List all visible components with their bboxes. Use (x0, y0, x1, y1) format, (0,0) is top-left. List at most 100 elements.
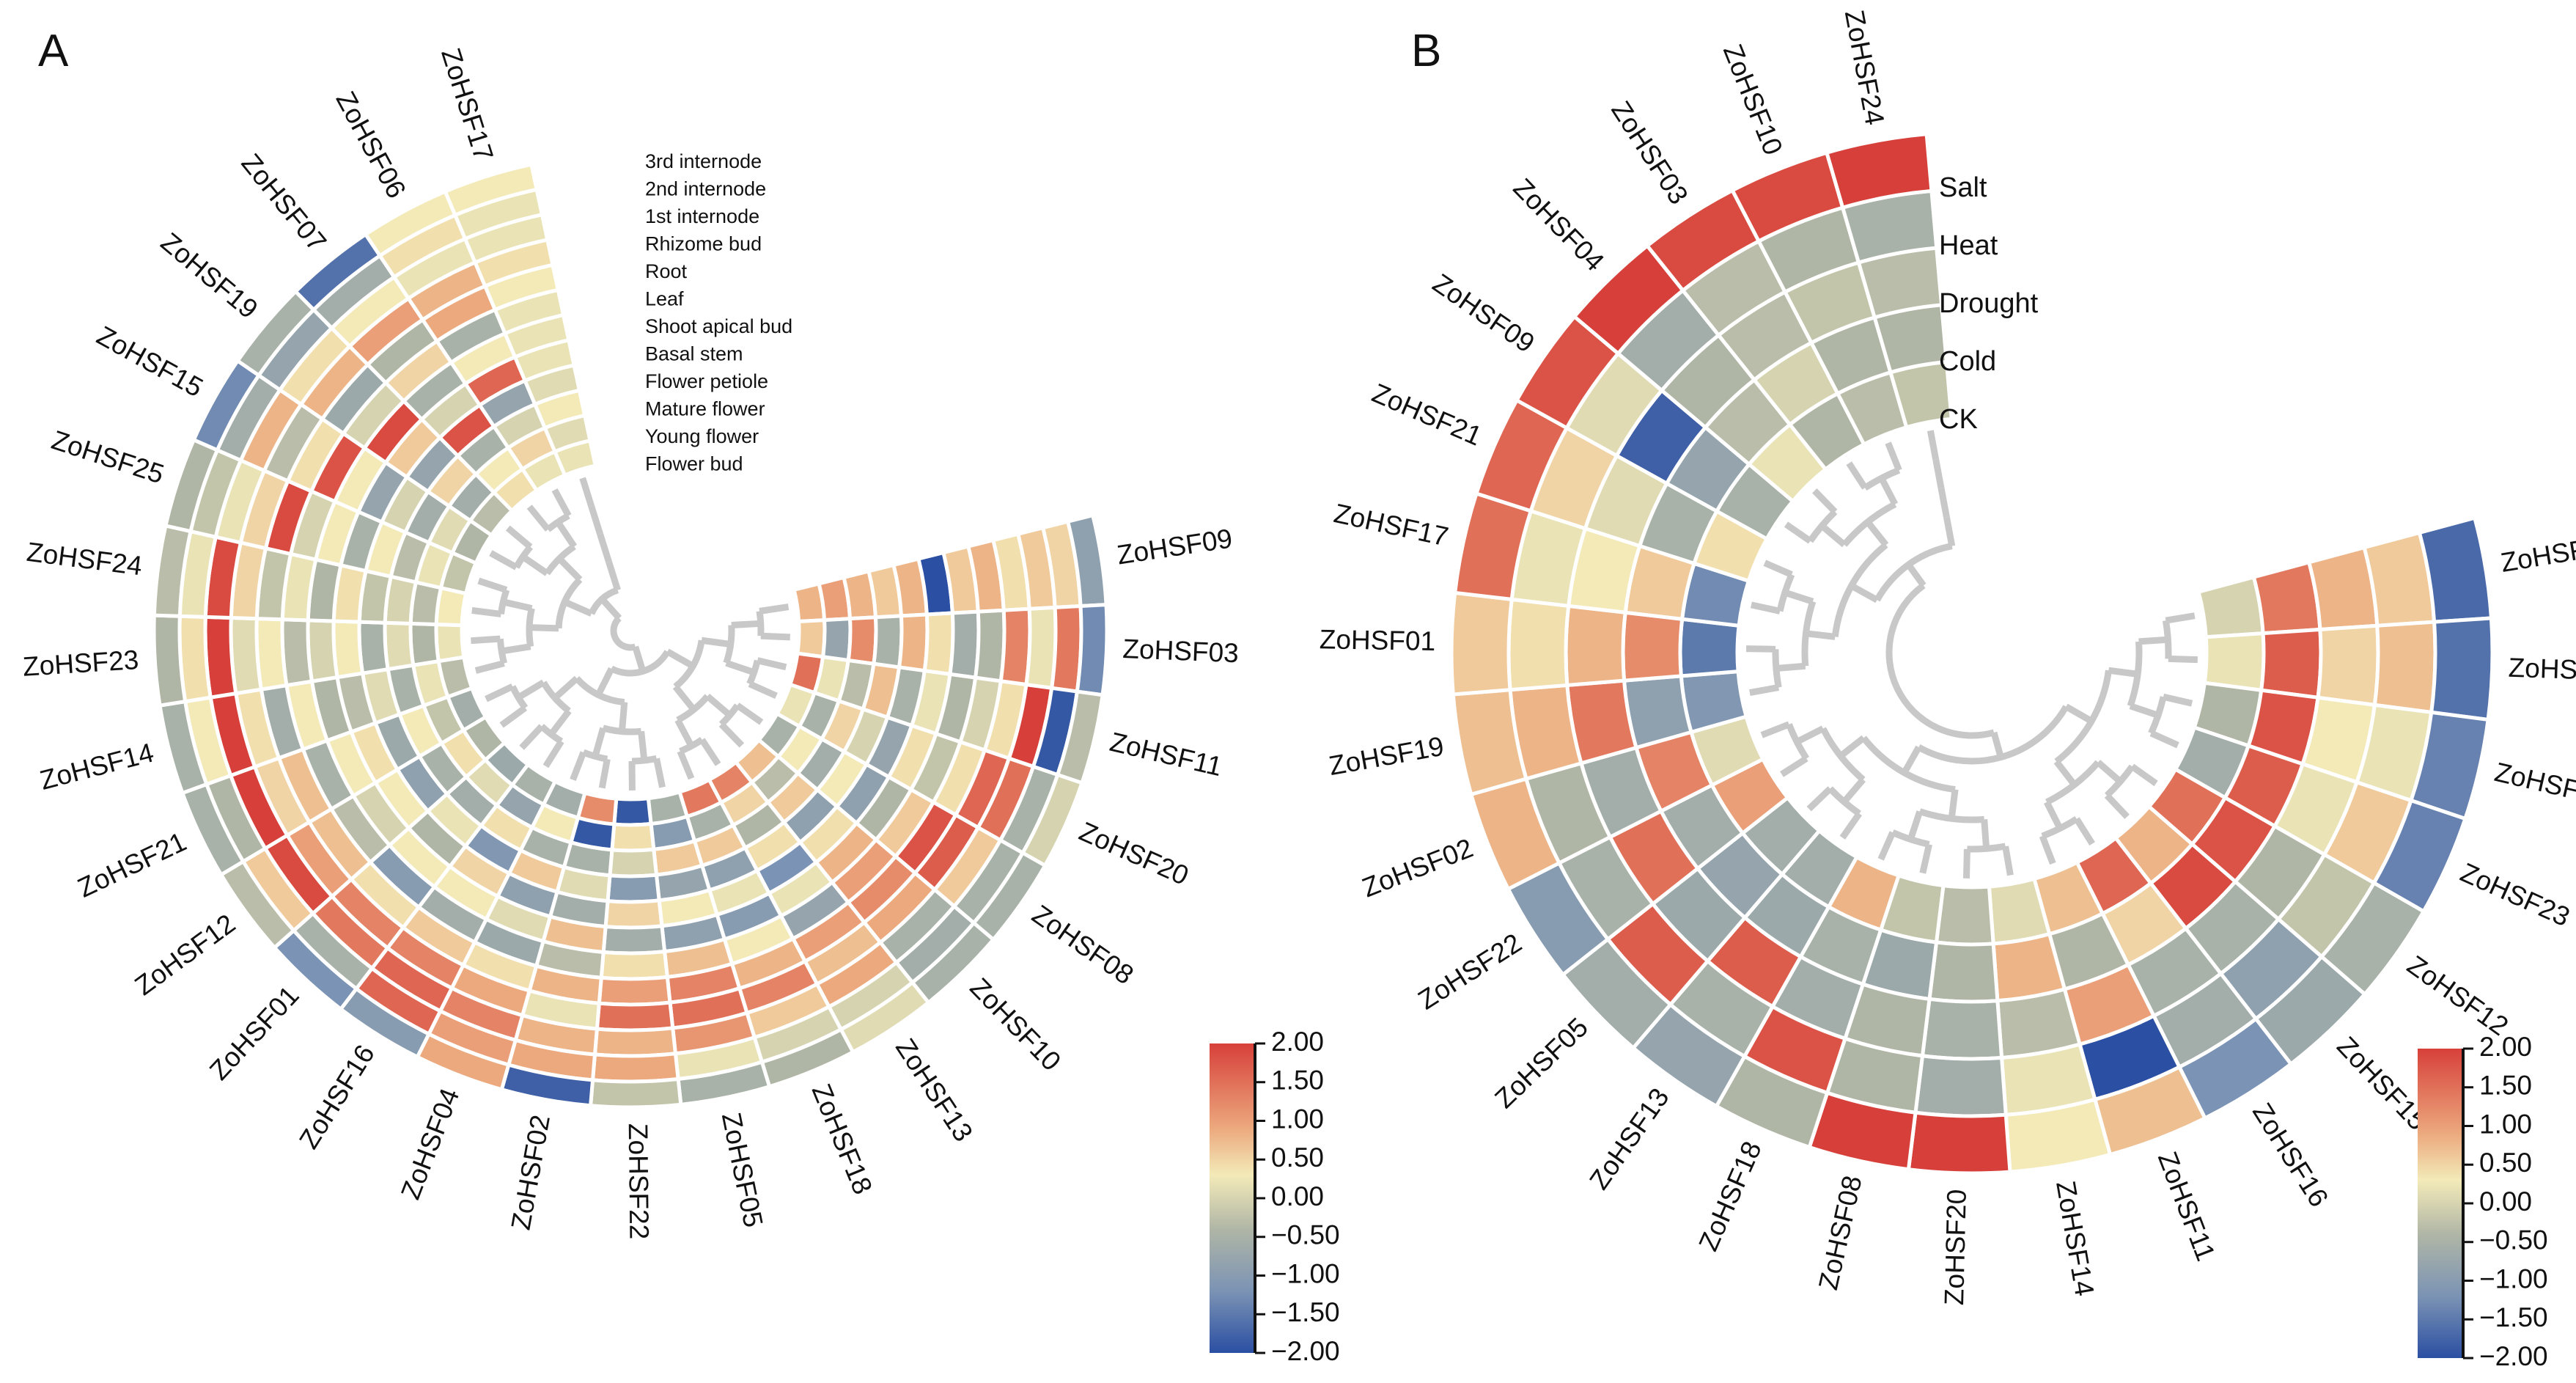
heatmap-cell (795, 617, 827, 659)
colorbar-tick-label: −1.50 (1271, 1297, 1340, 1327)
gene-label: ZoHSF08 (1027, 899, 1139, 990)
tree-branch (477, 577, 508, 593)
heatmap-cell (588, 1076, 683, 1109)
colorbar-tick-label: −1.00 (2479, 1263, 2548, 1294)
gene-label: ZoHSF24 (1839, 8, 1890, 128)
gene-label: ZoHSF13 (890, 1033, 979, 1147)
tree-branch (638, 730, 648, 761)
gene-label: ZoHSF02 (506, 1112, 556, 1232)
gene-label: ZoHSF07 (2498, 529, 2576, 578)
colorbar-tick-label: −0.50 (2479, 1225, 2548, 1255)
tree-branch (516, 679, 545, 701)
colorbar-gradient (1210, 1043, 1255, 1353)
tree-branch (2096, 760, 2123, 785)
tree-branch (1967, 843, 2006, 853)
circular-heatmap-a: ZoHSF09ZoHSF03ZoHSF11ZoHSF20ZoHSF08ZoHSF… (22, 45, 1340, 1366)
tree-branch (556, 556, 583, 582)
tree-branch (632, 645, 647, 672)
tree-branch (1850, 582, 1879, 604)
ring-label: 2nd internode (645, 178, 766, 200)
ring-label: 3rd internode (645, 150, 762, 172)
tree-branch (542, 739, 564, 768)
tree-branch (1763, 560, 1793, 578)
tree-branch (592, 727, 607, 757)
tree-branch (677, 749, 695, 780)
colorbar-tick-label: 2.00 (2479, 1032, 2532, 1062)
gene-label: ZoHSF13 (1583, 1082, 1674, 1195)
heatmap-cell (1934, 883, 1995, 947)
ring-label: CK (1939, 404, 1978, 435)
tree-branch (502, 598, 533, 612)
tree-branch (1784, 521, 1812, 544)
heatmap-cell (592, 1026, 678, 1058)
tree-branch (1865, 520, 1889, 547)
ring-label: Shoot apical bud (645, 315, 792, 337)
tree-branch (1841, 777, 1866, 804)
tree-branch (1805, 630, 1836, 640)
colorbar-tick-label: 1.50 (1271, 1065, 1324, 1096)
colorbar-tick-label: 1.50 (2479, 1071, 2532, 1101)
tree-branch (2104, 793, 2130, 819)
gene-label: ZoHSF07 (235, 148, 332, 257)
gene-label: ZoHSF01 (204, 980, 305, 1086)
tree-branch (1776, 573, 1795, 612)
tree-branch (579, 477, 595, 507)
tree-branch (1819, 523, 1847, 548)
circular-heatmap-b: ZoHSF07ZoHSF25ZoHSF06ZoHSF23ZoHSF12ZoHSF… (1319, 8, 2576, 1371)
tree-branch (2108, 667, 2138, 678)
gene-label: ZoHSF17 (435, 45, 499, 164)
heatmap-cell (973, 608, 1007, 683)
colorbar-tick-label: −2.00 (2479, 1341, 2548, 1371)
gene-label: ZoHSF17 (1331, 498, 1451, 552)
tree-branch (520, 554, 549, 576)
heatmap-cell (590, 1051, 680, 1084)
gene-label: ZoHSF01 (1319, 624, 1435, 656)
tree-branch (1885, 441, 1902, 472)
heatmap-cell (606, 873, 661, 904)
gene-label: ZoHSF14 (37, 738, 157, 796)
gene-label: ZoHSF12 (130, 909, 241, 1002)
heatmap-cell (1920, 997, 2004, 1061)
ring-label: Drought (1939, 288, 2039, 319)
tree-branch (570, 751, 587, 781)
tissue-legend-a: 3rd internode 2nd internode 1st internode R… (645, 150, 792, 475)
tree-branch (1937, 488, 1950, 518)
tree-branch (1878, 476, 1899, 506)
gene-label: ZoHSF03 (1122, 634, 1240, 668)
heatmap-cell (612, 796, 653, 827)
dendrogram-b (1745, 430, 2198, 879)
tree-branch (485, 683, 515, 702)
tree-branch (471, 635, 501, 645)
tree-branch (597, 532, 612, 563)
heatmap-cell (1564, 604, 1627, 688)
gene-label: ZoHSF16 (2247, 1098, 2334, 1212)
colorbar-tick-label: 1.00 (2479, 1109, 2532, 1139)
tree-branch (2130, 763, 2158, 787)
tree-branch (496, 638, 508, 664)
panel-label-b: B (1411, 26, 1441, 76)
tree-branch (759, 604, 790, 615)
heatmap-cell (357, 620, 391, 675)
tree-branch (1749, 684, 1780, 696)
heatmap-cell (408, 621, 441, 667)
heatmap-cell (846, 615, 878, 667)
gene-label: ZoHSF09 (1427, 268, 1540, 359)
tree-branch (2044, 800, 2064, 830)
tree-branch (505, 525, 533, 550)
heatmap-cell (1621, 610, 1685, 683)
gene-label: ZoHSF15 (92, 320, 207, 403)
tree-branch (679, 737, 704, 755)
tree-branch (1905, 562, 1927, 587)
colorbar-tick-label: −0.50 (1271, 1220, 1340, 1250)
gene-label: ZoHSF25 (2508, 653, 2576, 686)
heatmap-cell (1824, 131, 1934, 210)
gene-label: ZoHSF24 (25, 537, 144, 582)
tree-branch (1745, 645, 1776, 653)
stress-legend-b: Salt Heat Drought Cold CK (1939, 172, 2039, 435)
tree-branch (513, 544, 533, 569)
heatmap-cell (383, 620, 416, 672)
tree-branch (666, 648, 695, 670)
tree-branch (676, 694, 710, 724)
gene-label: ZoHSF04 (1508, 173, 1611, 277)
heatmap-cell (922, 611, 955, 677)
